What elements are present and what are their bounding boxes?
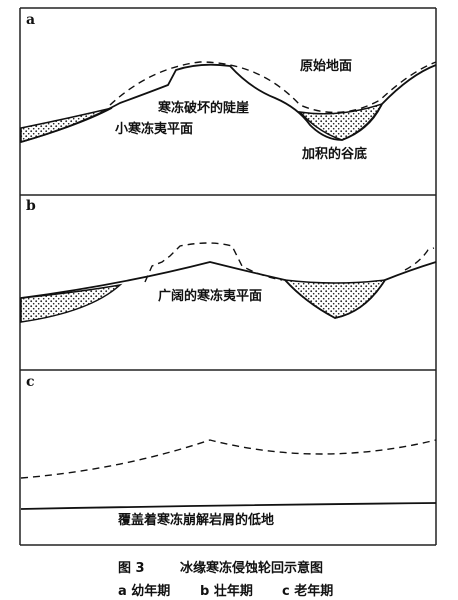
annotation: 原始地面 <box>300 58 352 74</box>
annotation: 广阔的寒冻夷平面 <box>158 288 262 304</box>
stage-label: b 壮年期 <box>200 583 253 599</box>
stage-label: a 幼年期 <box>118 583 170 599</box>
panel-frames <box>19 7 437 546</box>
panel-b-profile <box>20 242 437 323</box>
figure-number: 图 3 <box>118 561 145 576</box>
annotation: 寒冻破坏的陡崖 <box>157 100 249 116</box>
panel-a-profile <box>20 61 437 143</box>
annotation: 覆盖着寒冻崩解岩屑的低地 <box>118 512 274 528</box>
annotation: 加积的谷底 <box>301 146 367 162</box>
panel-c-profile <box>20 439 437 510</box>
figure-title: 冰缘寒冻侵蚀轮回示意图 <box>180 560 323 576</box>
annotation: 小寒冻夷平面 <box>115 121 193 137</box>
panel-label: b <box>26 198 36 214</box>
panel-label: c <box>26 374 35 390</box>
stage-label: c 老年期 <box>282 583 333 599</box>
panel-label: a <box>26 12 35 28</box>
